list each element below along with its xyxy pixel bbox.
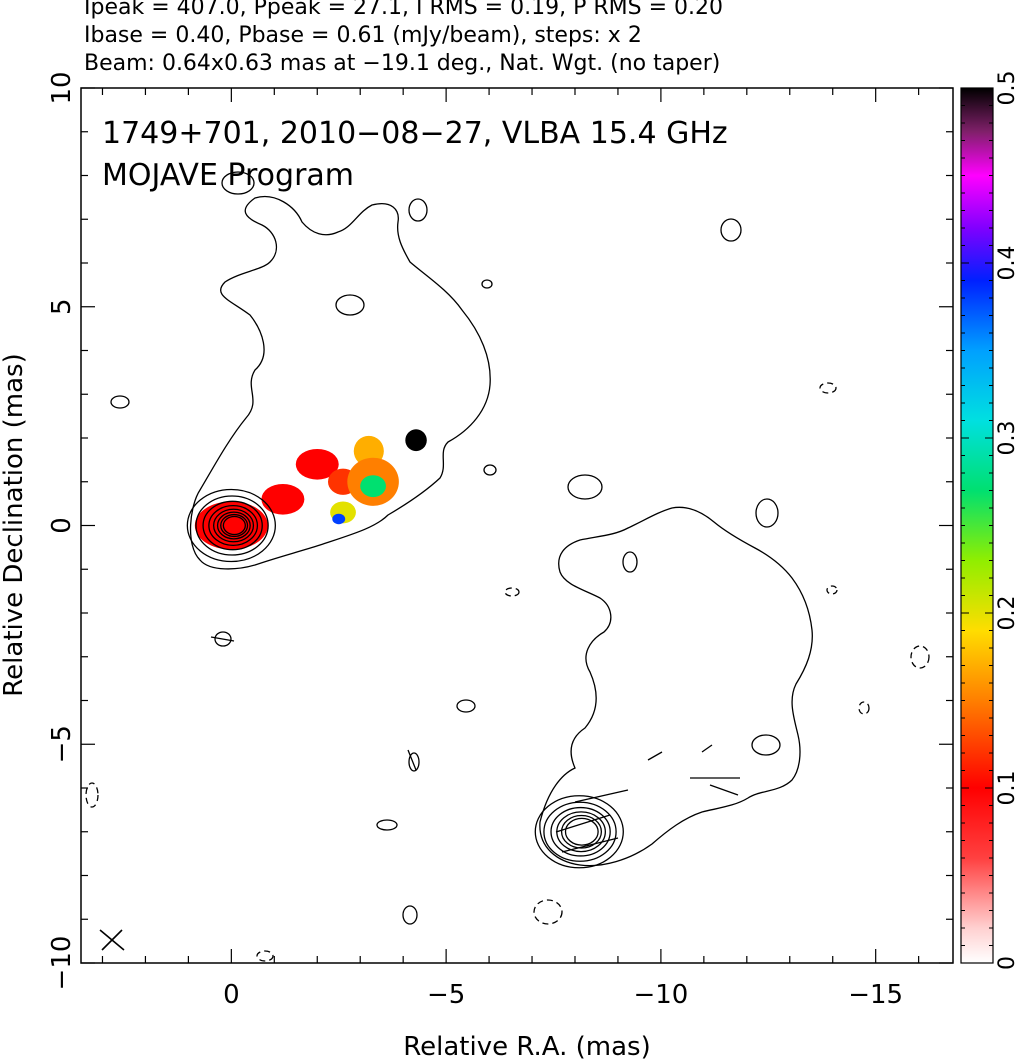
feature-outer-contour — [539, 506, 813, 867]
component-contours — [186, 488, 624, 869]
contour-blob — [481, 279, 493, 289]
colorbar-tick-label: 0.2 — [995, 596, 1020, 631]
jet-outer-contour — [189, 196, 491, 570]
pol-vector — [709, 784, 739, 796]
polarization-patch — [295, 448, 339, 480]
header-base-line: Ibase = 0.40, Pbase = 0.61 (mJy/beam), s… — [84, 23, 642, 48]
pol-vector — [574, 789, 629, 803]
negative-contour — [858, 701, 870, 715]
program-annotation: MOJAVE Program — [102, 158, 354, 193]
contour-blob — [755, 498, 779, 528]
x-tick-label: 0 — [223, 980, 240, 1010]
colorbar-tick-label: 0.5 — [995, 71, 1020, 106]
component-contour-southwest-feature — [543, 801, 617, 862]
negative-contour — [256, 950, 274, 962]
y-axis-ticks: 10 5 0 −5 −10 — [47, 71, 953, 990]
pol-vector — [701, 744, 713, 753]
header-peak-line: Ipeak = 407.0, Ppeak = 27.1, I RMS = 0.1… — [84, 0, 723, 20]
negative-contour — [819, 382, 837, 394]
component-contour-southwest-feature — [556, 811, 606, 853]
contours-negative — [85, 382, 930, 962]
contour-blob — [408, 198, 428, 222]
x-axis-ticks: 0 −5 −10 −15 — [101, 88, 920, 1010]
colorbar-tick-label: 0.1 — [995, 771, 1020, 806]
x-tick-label: −10 — [633, 980, 688, 1010]
contour-blob — [335, 294, 365, 316]
source-annotation: 1749+701, 2010−08−27, VLBA 15.4 GHz — [102, 116, 728, 151]
pol-vector — [647, 751, 663, 761]
colorbar-tick-label: 0.3 — [995, 421, 1020, 456]
y-tick-label: −10 — [47, 936, 77, 991]
component-contour-southwest-feature — [560, 814, 603, 849]
contour-blob — [483, 464, 497, 476]
y-tick-label: 5 — [47, 298, 77, 315]
colorbar-tick-label: 0 — [995, 956, 1020, 970]
component-contour-core — [208, 505, 259, 546]
y-axis-label: Relative Declination (mas) — [0, 353, 29, 696]
component-contour-core — [195, 495, 269, 556]
header-beam-line: Beam: 0.64x0.63 mas at −19.1 deg., Nat. … — [84, 51, 721, 76]
contours-outer — [110, 171, 813, 925]
polarization-vectors — [210, 636, 740, 853]
polarization-patch — [360, 475, 386, 498]
x-tick-label: −15 — [848, 980, 903, 1010]
beam-axis — [101, 929, 123, 951]
y-tick-label: −5 — [47, 725, 77, 763]
component-contour-core — [222, 515, 246, 536]
component-contour-core — [186, 488, 276, 563]
pol-vector — [210, 636, 235, 642]
contour-blob — [214, 631, 232, 647]
polarization-patch — [332, 513, 346, 525]
component-contour-core — [216, 511, 251, 540]
component-contour-southwest-feature — [564, 817, 599, 846]
negative-contour — [826, 585, 838, 595]
negative-contour — [85, 782, 99, 808]
y-tick-label: 10 — [47, 71, 77, 104]
x-tick-label: −5 — [427, 980, 465, 1010]
pol-vector — [407, 749, 417, 771]
colorbar-ticks: 0 0.1 0.2 0.3 0.4 0.5 — [961, 71, 1020, 970]
contour-blob — [110, 395, 130, 409]
negative-contour — [504, 587, 520, 597]
contour-blob — [720, 218, 742, 242]
polarization-patch — [261, 483, 305, 515]
contour-blob — [402, 905, 418, 925]
component-contour-southwest-feature — [534, 795, 624, 869]
x-axis-label: Relative R.A. (mas) — [403, 1032, 650, 1061]
contour-blob — [376, 819, 398, 831]
contour-blob — [622, 551, 638, 573]
y-tick-label: 0 — [47, 517, 77, 534]
negative-contour — [533, 899, 563, 925]
polarization-patch — [405, 429, 427, 452]
colorbar — [960, 87, 994, 964]
pol-vector — [555, 814, 611, 833]
contour-blob — [751, 734, 781, 756]
negative-contour — [910, 645, 930, 669]
beam-marker — [99, 929, 125, 951]
component-contour-core — [202, 500, 263, 551]
contour-blob — [221, 171, 255, 195]
contour-blob — [567, 474, 603, 500]
colorbar-tick-label: 0.4 — [995, 246, 1020, 281]
component-contour-core — [212, 508, 255, 543]
component-contour-southwest-feature — [550, 806, 611, 857]
contour-blob — [408, 752, 420, 772]
component-contour-core — [220, 513, 249, 538]
contour-blob — [456, 699, 476, 713]
